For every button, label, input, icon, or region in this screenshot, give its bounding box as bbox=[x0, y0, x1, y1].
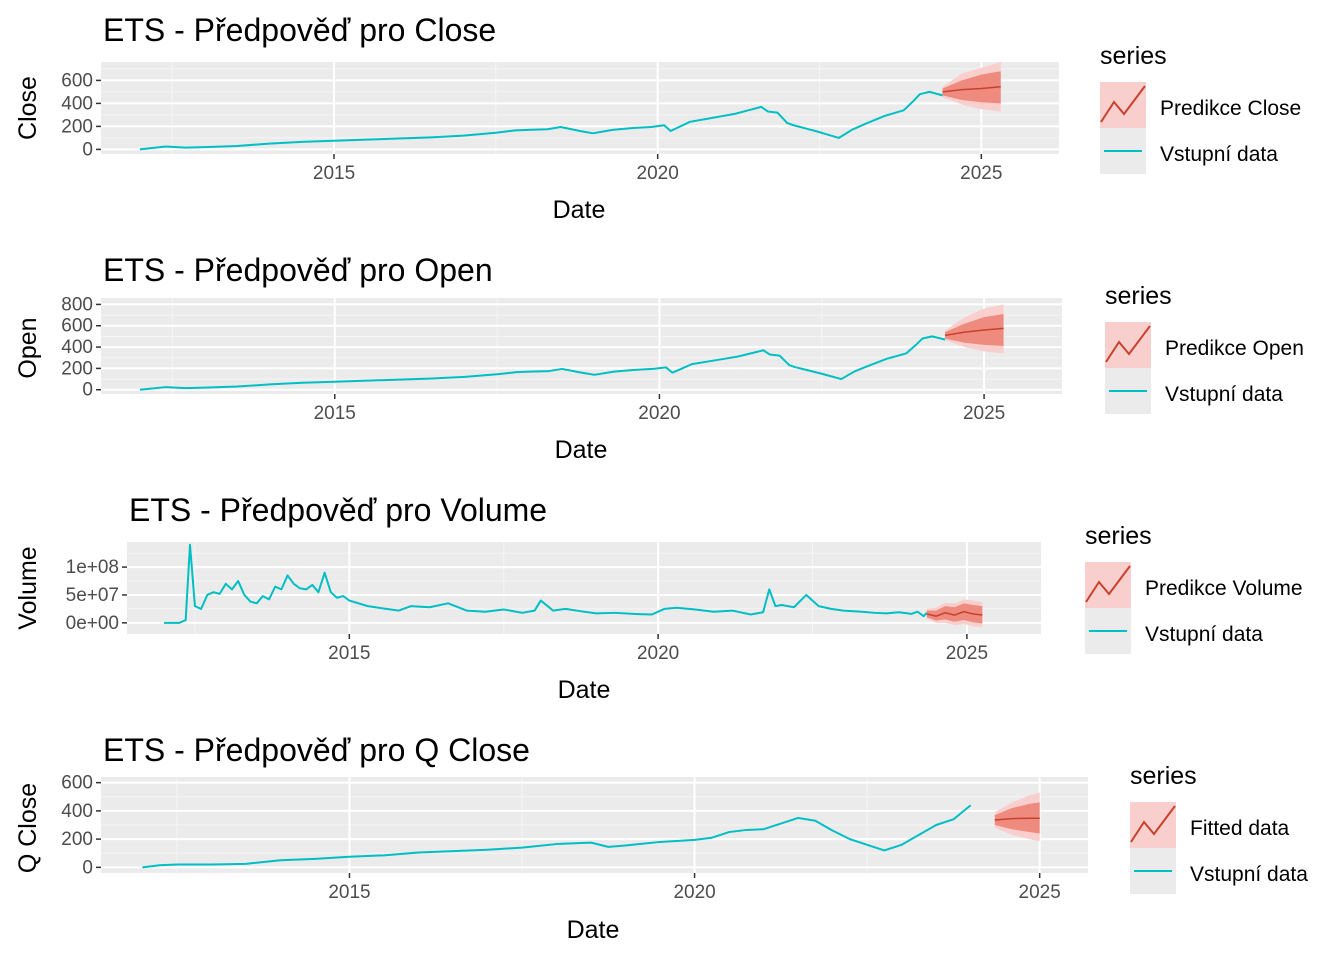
x-axis-title: Date bbox=[553, 196, 606, 224]
panel-background bbox=[101, 62, 1059, 154]
legend-label-prediction: Predikce Volume bbox=[1145, 577, 1303, 600]
legend-title: series bbox=[1105, 282, 1172, 310]
forecast-line bbox=[942, 85, 1001, 93]
legend-label-input: Vstupní data bbox=[1160, 143, 1278, 166]
y-tick-label: 5e+07 bbox=[66, 585, 119, 606]
forecast-line bbox=[926, 610, 983, 617]
legend: series Predikce Volume Vstupní data bbox=[1085, 522, 1303, 654]
legend-key-prediction bbox=[1105, 322, 1151, 368]
legend-label-input: Vstupní data bbox=[1145, 623, 1263, 646]
panel-open: ETS - Předpověď pro Open 2015 2020 2025 020… bbox=[14, 252, 1304, 464]
legend-key-prediction bbox=[1085, 562, 1131, 608]
x-axis-title: Date bbox=[567, 916, 620, 944]
plot-area: 2015 2020 2025 0 200 400 600 bbox=[61, 773, 1088, 903]
forecast-band-80 bbox=[942, 71, 1001, 104]
legend-key-fill bbox=[1085, 562, 1131, 608]
y-tick-label: 200 bbox=[61, 358, 93, 379]
legend-key-fill bbox=[1130, 802, 1176, 848]
x-tick-label: 2025 bbox=[963, 403, 1005, 424]
legend-key-input bbox=[1100, 128, 1146, 174]
input-data-line bbox=[139, 335, 946, 391]
panel-close: ETS - Předpověď pro Close 2015 2020 2025 02… bbox=[14, 12, 1301, 224]
plot-area: 2015 2020 2025 0e+00 5e+07 1e+08 bbox=[66, 542, 1041, 664]
legend-label-input: Vstupní data bbox=[1190, 863, 1308, 886]
y-axis-title: Open bbox=[14, 317, 42, 378]
y-tick-label: 1e+08 bbox=[66, 557, 119, 578]
x-tick-label: 2015 bbox=[328, 882, 370, 903]
forecast-line bbox=[994, 817, 1040, 821]
x-tick-label: 2020 bbox=[637, 163, 679, 184]
legend-title: series bbox=[1085, 522, 1152, 550]
x-axis-title: Date bbox=[555, 436, 608, 464]
x-tick-label: 2025 bbox=[960, 163, 1002, 184]
input-data-line bbox=[164, 543, 928, 624]
legend-label-prediction: Predikce Open bbox=[1165, 337, 1304, 360]
legend: series Predikce Open Vstupní data bbox=[1105, 282, 1304, 414]
legend-key-line bbox=[1085, 565, 1131, 603]
y-tick-label: 0e+00 bbox=[66, 613, 119, 634]
y-tick-label: 600 bbox=[61, 773, 93, 794]
x-tick-label: 2020 bbox=[637, 643, 679, 664]
y-tick-label: 800 bbox=[61, 294, 93, 315]
legend-key-prediction bbox=[1130, 802, 1176, 848]
panel-background bbox=[127, 542, 1041, 634]
legend-key-prediction bbox=[1100, 82, 1146, 128]
y-axis-title: Volume bbox=[14, 546, 42, 629]
legend-key-line bbox=[1100, 85, 1146, 123]
x-tick-label: 2015 bbox=[328, 643, 370, 664]
y-tick-label: 400 bbox=[61, 93, 93, 114]
panel-title: ETS - Předpověď pro Volume bbox=[129, 492, 547, 528]
y-tick-label: 600 bbox=[61, 70, 93, 91]
legend-key-input bbox=[1105, 368, 1151, 414]
panel-title: ETS - Předpověď pro Close bbox=[103, 12, 496, 48]
forecast-band-80 bbox=[945, 314, 1004, 346]
x-tick-label: 2015 bbox=[314, 403, 356, 424]
legend-key-fill bbox=[1105, 322, 1151, 368]
y-tick-label: 200 bbox=[61, 116, 93, 137]
legend: series Fitted data Vstupní data bbox=[1130, 762, 1308, 894]
panel-background bbox=[101, 298, 1062, 394]
y-tick-label: 200 bbox=[61, 829, 93, 850]
input-data-line bbox=[142, 804, 972, 869]
y-tick-label: 600 bbox=[61, 316, 93, 337]
x-tick-label: 2020 bbox=[638, 403, 680, 424]
legend-label-prediction: Fitted data bbox=[1190, 817, 1290, 840]
x-tick-label: 2020 bbox=[673, 882, 715, 903]
panel-title: ETS - Předpověď pro Q Close bbox=[103, 732, 530, 768]
y-tick-label: 0 bbox=[82, 139, 93, 160]
input-data-line bbox=[139, 90, 943, 151]
legend-title: series bbox=[1100, 42, 1167, 70]
x-tick-label: 2015 bbox=[313, 163, 355, 184]
y-tick-label: 400 bbox=[61, 337, 93, 358]
panel-title: ETS - Předpověď pro Open bbox=[103, 252, 493, 288]
y-tick-label: 400 bbox=[61, 801, 93, 822]
legend-key-fill bbox=[1100, 82, 1146, 128]
x-tick-label: 2025 bbox=[1019, 882, 1061, 903]
x-axis-title: Date bbox=[558, 676, 611, 704]
legend-label-prediction: Predikce Close bbox=[1160, 97, 1301, 120]
legend-label-input: Vstupní data bbox=[1165, 383, 1283, 406]
legend-key-line bbox=[1130, 805, 1176, 843]
forecast-band-80 bbox=[926, 603, 983, 624]
forecast-line bbox=[945, 327, 1004, 337]
y-axis-title: Q Close bbox=[14, 783, 42, 873]
x-tick-label: 2025 bbox=[946, 643, 988, 664]
panel-q-close: ETS - Předpověď pro Q Close 2015 2020 2025… bbox=[14, 732, 1308, 944]
legend-key-input bbox=[1085, 608, 1131, 654]
legend-key-line bbox=[1105, 325, 1151, 363]
legend-key-input bbox=[1130, 848, 1176, 894]
y-axis-title: Close bbox=[14, 76, 42, 140]
legend-title: series bbox=[1130, 762, 1197, 790]
y-tick-label: 0 bbox=[82, 857, 93, 878]
panel-volume: ETS - Předpověď pro Volume 2015 2020 2025 0… bbox=[14, 492, 1303, 704]
legend: series Predikce Close Vstupní data bbox=[1100, 42, 1301, 174]
y-tick-label: 0 bbox=[82, 380, 93, 401]
